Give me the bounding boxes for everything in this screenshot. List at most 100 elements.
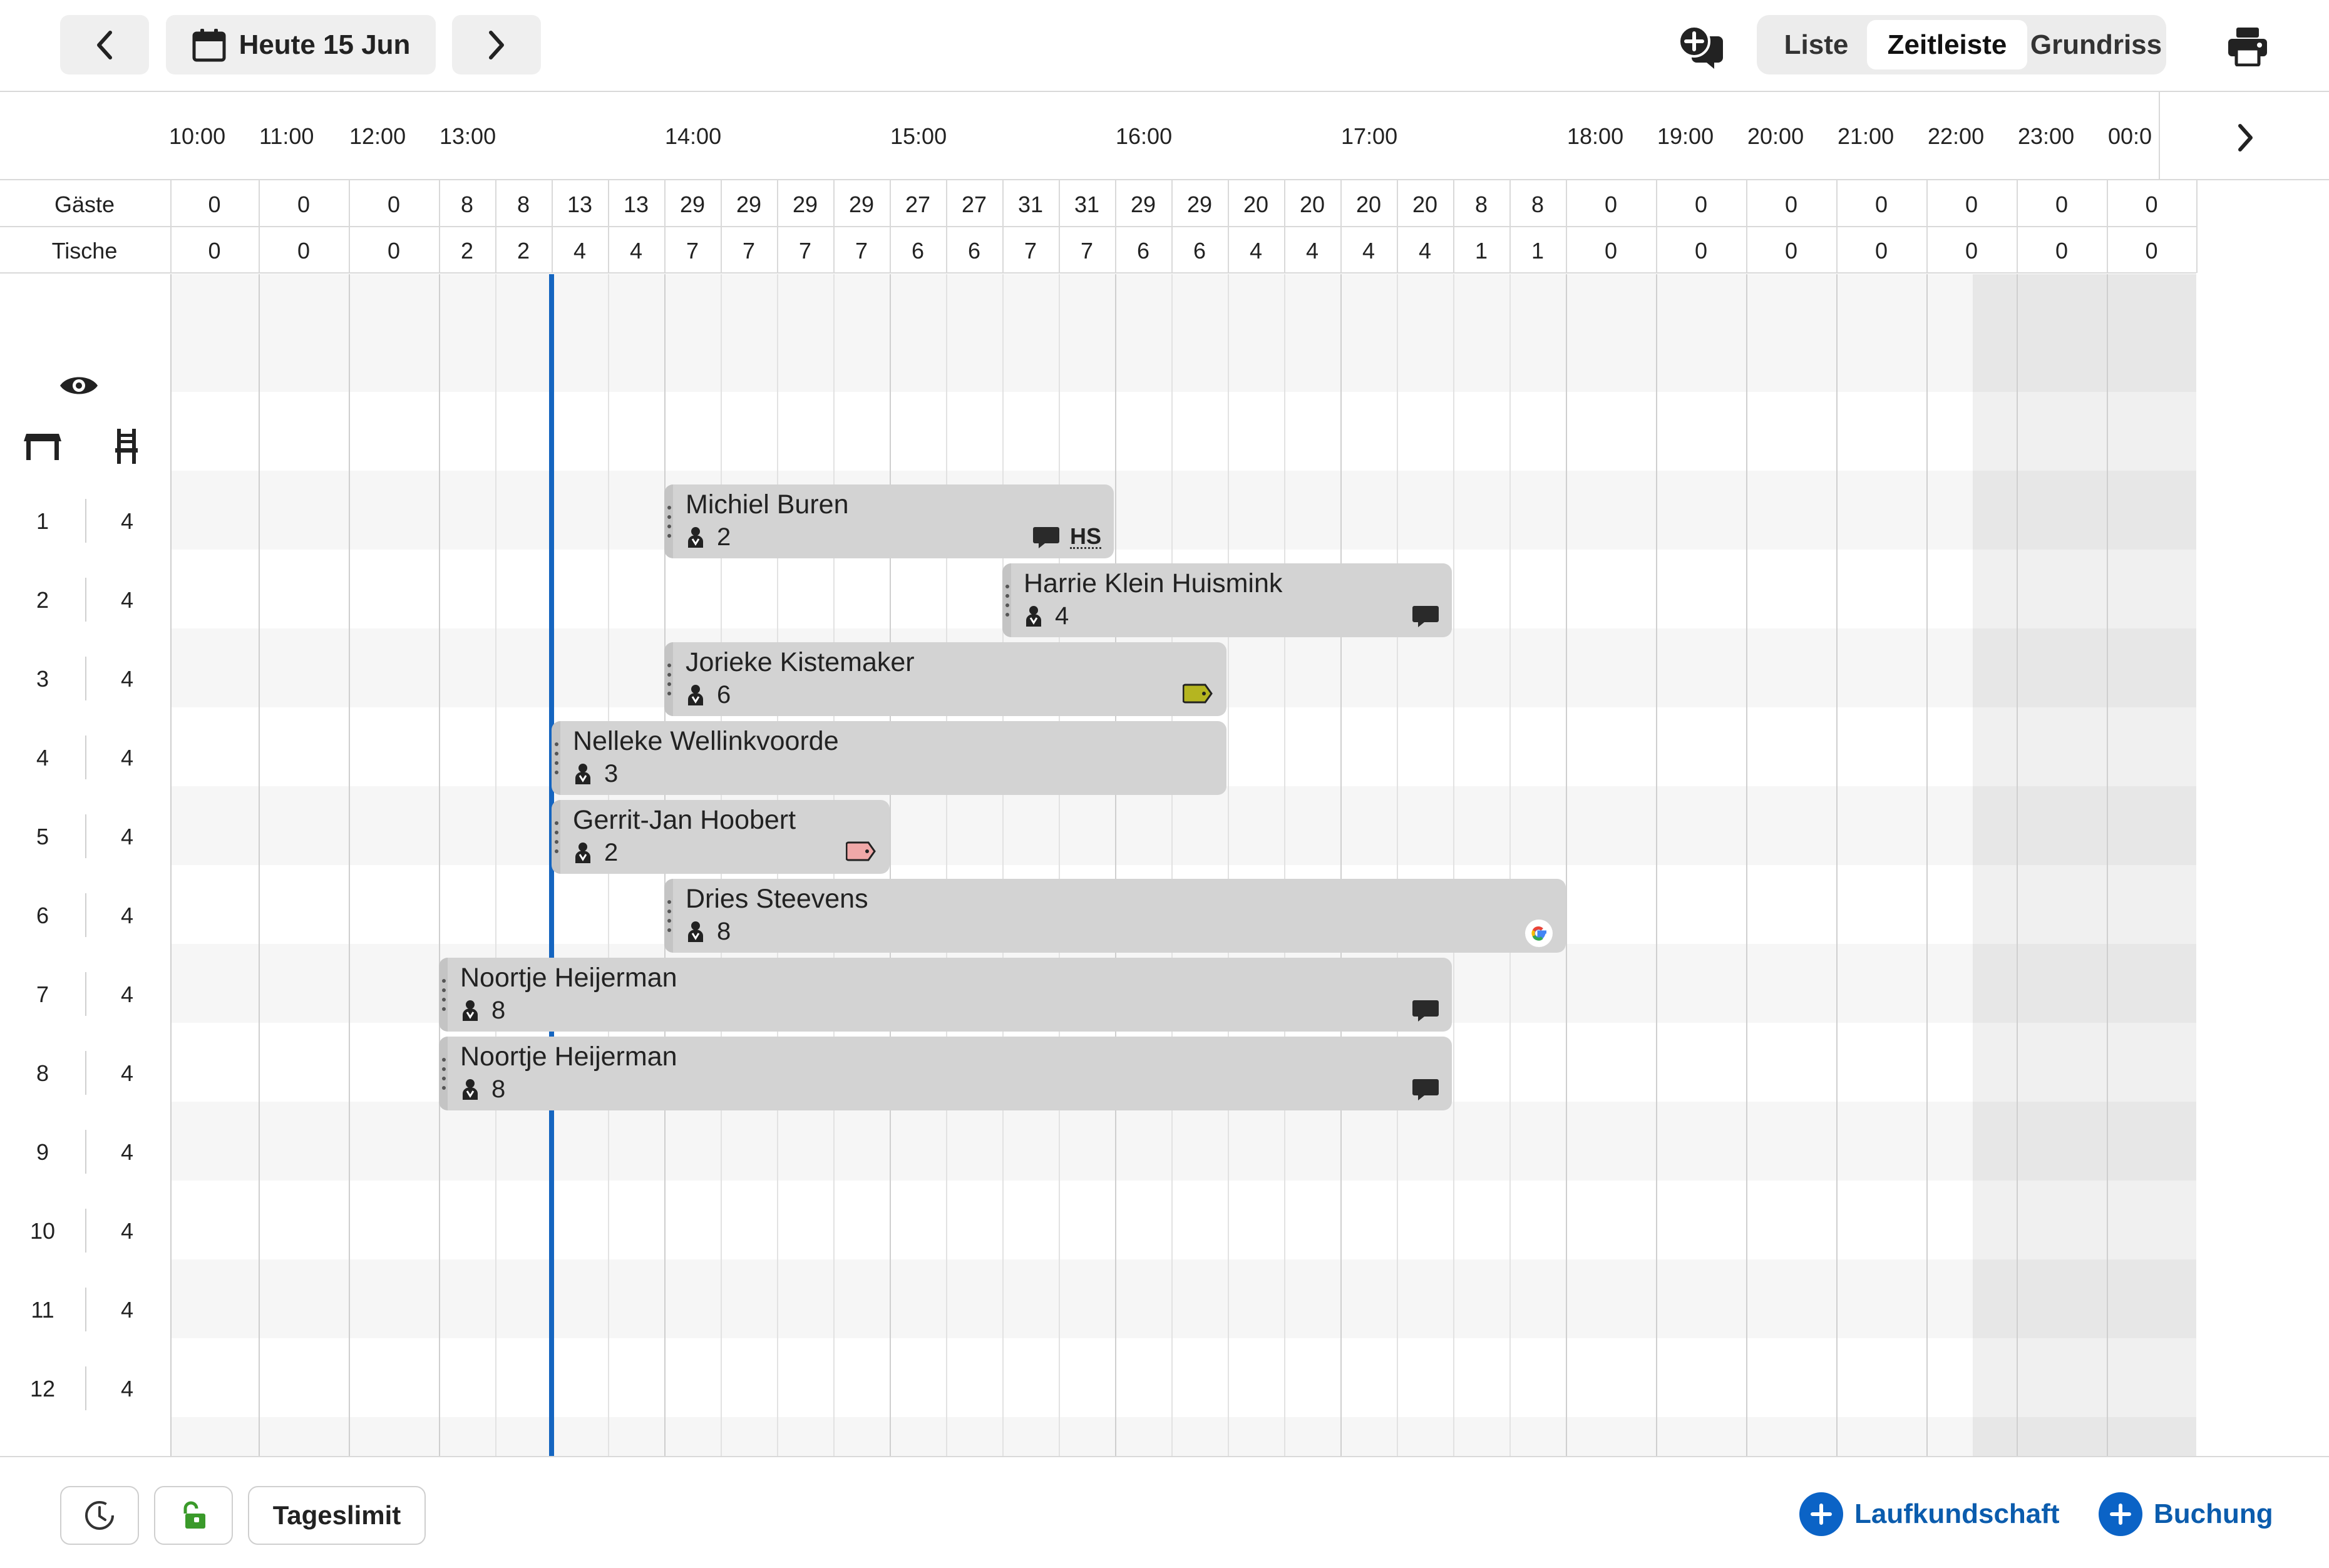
table-row-divider (85, 972, 86, 1016)
grid-line (1566, 274, 1567, 1456)
calendar-icon (192, 28, 226, 61)
eye-icon[interactable] (59, 373, 99, 401)
booking-guest-name: Noortje Heijerman (460, 1042, 677, 1072)
person-icon (688, 921, 703, 942)
chair-icon (114, 428, 139, 468)
lock-toggle-button[interactable] (154, 1486, 233, 1545)
grid-line (946, 274, 947, 1456)
table-count-cell: 7 (855, 238, 868, 264)
guest-count-cell: 0 (1694, 192, 1708, 217)
hour-label: 13:00 (440, 123, 496, 149)
tables-row-label: Tische (51, 238, 118, 264)
booking-card[interactable]: Noortje Heijerman 8 (439, 1037, 1452, 1110)
booking-party-size: 8 (461, 997, 505, 1025)
grid-line (1656, 274, 1657, 1456)
table-row-divider (85, 1288, 86, 1331)
booking-card[interactable]: Gerrit-Jan Hoobert 2 (552, 800, 890, 874)
hour-label: 00:0 (2108, 123, 2152, 149)
party-size-value: 8 (491, 997, 506, 1024)
booking-party-size: 6 (687, 681, 731, 709)
booking-card[interactable]: Jorieke Kistemaker 6 (664, 642, 1226, 716)
party-size-value: 8 (717, 918, 731, 945)
table-count-cell: 0 (1874, 238, 1888, 264)
plus-icon (2099, 1492, 2142, 1536)
table-row-divider (85, 1209, 86, 1253)
table-count-cell: 6 (1136, 238, 1150, 264)
booking-card[interactable]: Dries Steevens 8 (664, 879, 1566, 953)
column-divider (1340, 180, 1342, 273)
guest-count-cell: 29 (792, 192, 818, 217)
guest-count-cell: 29 (1186, 192, 1213, 217)
hour-label: 14:00 (665, 123, 722, 149)
table-capacity: 4 (120, 508, 134, 534)
tab-zeitleiste[interactable]: Zeitleiste (1867, 20, 2027, 69)
column-divider (1509, 180, 1511, 273)
table-capacity: 4 (120, 1139, 134, 1165)
guest-count-cell: 29 (1130, 192, 1156, 217)
add-chat-icon[interactable] (1677, 23, 1727, 73)
table-count-cell: 0 (2055, 238, 2069, 264)
table-count-cell: 4 (1249, 238, 1263, 264)
booking-card[interactable]: Nelleke Wellinkvoorde 3 (552, 721, 1226, 795)
table-icon (23, 429, 63, 464)
table-capacity: 4 (120, 824, 134, 849)
guest-count-cell: 27 (961, 192, 987, 217)
booking-label: Buchung (2154, 1499, 2273, 1529)
next-day-button[interactable] (452, 15, 541, 74)
timeline-grid[interactable] (170, 274, 2196, 1456)
drag-handle[interactable] (442, 979, 446, 1012)
add-booking-button[interactable]: Buchung (2099, 1492, 2273, 1536)
row-stripe (170, 786, 2196, 865)
guest-count-cell: 27 (905, 192, 931, 217)
drag-handle[interactable] (442, 1058, 446, 1090)
column-divider (1115, 180, 1116, 273)
drag-handle[interactable] (667, 900, 671, 933)
table-capacity: 4 (120, 666, 134, 692)
party-size-value: 4 (1055, 602, 1069, 630)
drag-handle[interactable] (667, 506, 671, 538)
column-divider (1397, 180, 1398, 273)
guest-count-cell: 20 (1355, 192, 1382, 217)
print-icon[interactable] (2224, 23, 2271, 70)
drag-handle[interactable] (555, 821, 558, 854)
grid-line (1926, 274, 1928, 1456)
booking-indicators (846, 840, 877, 863)
booking-card[interactable]: Harrie Klein Huismink 4 (1002, 563, 1452, 637)
guest-count-cell: 0 (2055, 192, 2069, 217)
column-divider (664, 180, 666, 273)
hour-label: 20:00 (1747, 123, 1804, 149)
column-divider (2196, 180, 2198, 273)
day-limit-button[interactable]: Tageslimit (248, 1486, 426, 1545)
grid-line (890, 274, 891, 1456)
hour-label: 10:00 (169, 123, 226, 149)
history-button[interactable] (60, 1486, 139, 1545)
column-divider (1566, 180, 1567, 273)
grid-line (1397, 274, 1398, 1456)
table-count-cell: 7 (742, 238, 756, 264)
tab-liste[interactable]: Liste (1784, 29, 1849, 60)
column-divider (1284, 180, 1285, 273)
booking-indicators: HS (1032, 525, 1101, 550)
timeline-scroll-right-button[interactable] (2224, 119, 2266, 156)
table-count-cell: 7 (686, 238, 699, 264)
comment-icon (1412, 1079, 1439, 1100)
table-number: 4 (36, 745, 49, 771)
closed-hours-shade (1973, 274, 2196, 1456)
table-count-cell: 4 (1362, 238, 1375, 264)
drag-handle[interactable] (1005, 585, 1009, 617)
guest-count-cell: 0 (208, 192, 221, 217)
add-walk-in-button[interactable]: Laufkundschaft (1799, 1492, 2060, 1536)
date-picker-button[interactable]: Heute 15 Jun (166, 15, 436, 74)
booking-guest-name: Noortje Heijerman (460, 963, 677, 993)
grid-line (1059, 274, 1060, 1456)
prev-day-button[interactable] (60, 15, 149, 74)
booking-card[interactable]: Noortje Heijerman 8 (439, 958, 1452, 1032)
booking-indicators (1412, 603, 1439, 628)
drag-handle[interactable] (555, 742, 558, 775)
table-count-cell: 0 (387, 238, 401, 264)
booking-guest-name: Jorieke Kistemaker (686, 647, 915, 677)
tab-grundriss[interactable]: Grundriss (2030, 29, 2162, 60)
drag-handle[interactable] (667, 664, 671, 696)
chevron-right-icon (489, 30, 504, 59)
booking-card[interactable]: Michiel Buren 2 HS (664, 484, 1114, 558)
